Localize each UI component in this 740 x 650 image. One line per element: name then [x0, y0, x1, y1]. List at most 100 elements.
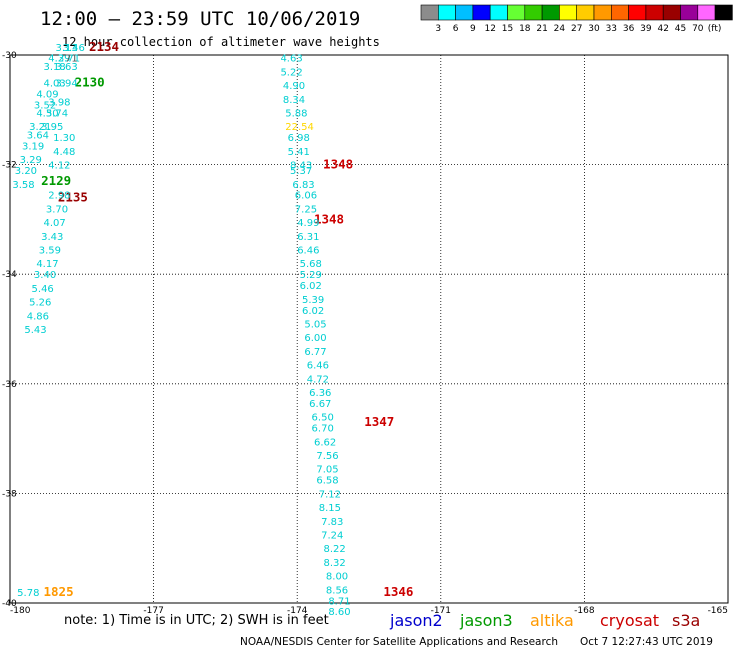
- wave-height-value: 4.86: [27, 311, 49, 322]
- colorbar-swatch: [455, 4, 474, 21]
- wave-height-value: 3.29: [20, 155, 42, 166]
- pass-time-label: 2134: [89, 39, 119, 54]
- colorbar-label: 36: [623, 24, 635, 34]
- wave-height-value: 4.63: [280, 54, 302, 65]
- wave-height-value: 8.60: [328, 607, 350, 618]
- wave-height-value: 5.22: [280, 67, 302, 78]
- wave-height-value: 3.94: [55, 78, 77, 89]
- longitude-tick-label: -171: [431, 606, 451, 616]
- wave-height-value: 7.24: [321, 531, 343, 542]
- wave-height-value: 4.09: [36, 89, 58, 100]
- wave-height-value: 5.88: [285, 109, 307, 120]
- wave-height-value: 5.41: [288, 147, 310, 158]
- colorbar-label: 30: [588, 24, 600, 34]
- pass-time-label: 1825: [44, 584, 74, 599]
- wave-height-value: 6.02: [300, 281, 322, 292]
- colorbar-legend: 3 6 9 12 15 18 21 24 27 30 33 36 39 42 45 70 (ft): [420, 4, 733, 34]
- wave-height-value: 3.70: [46, 204, 68, 215]
- pass-time-label: 2135: [58, 189, 88, 204]
- footer-timestamp: Oct 7 12:27:43 UTC 2019: [580, 636, 713, 648]
- longitude-tick-label: -165: [708, 606, 728, 616]
- pass-time-label: 2129: [41, 173, 71, 188]
- wave-height-value: 3.52: [34, 100, 56, 111]
- wave-height-value: 4.17: [36, 259, 58, 270]
- colorbar-label: 39: [640, 24, 652, 34]
- colorbar-swatch: [576, 4, 595, 21]
- wave-height-value: 6.50: [312, 413, 334, 424]
- colorbar-label: 24: [554, 24, 566, 34]
- colorbar-unit: (ft): [708, 24, 722, 34]
- legend-jason3: jason3: [459, 611, 513, 630]
- satellite-legend: jason2 jason3 altika cryosat s3a: [389, 611, 700, 630]
- wave-height-value: 3.98: [48, 98, 70, 109]
- longitude-axis: -180 -177 -174 -171 -168 -165: [10, 606, 728, 616]
- wave-height-value: 3.59: [39, 246, 61, 257]
- wave-height-value: 3.20: [15, 166, 37, 177]
- map-gridlines: [10, 55, 728, 603]
- wave-height-value: 3.64: [27, 130, 49, 141]
- wave-height-value: 3.46: [63, 43, 85, 54]
- wave-height-value: 8.34: [283, 95, 305, 106]
- wave-height-value: 4.03: [44, 78, 66, 89]
- latitude-tick-label: -30: [2, 51, 17, 61]
- wave-height-value: 4.12: [48, 161, 70, 172]
- wave-height-value: 6.98: [288, 133, 310, 144]
- wave-height-value: 3.63: [55, 62, 77, 73]
- wave-height-value: 5.39: [302, 295, 324, 306]
- colorbar-label: 3: [435, 24, 441, 34]
- colorbar-label: 45: [675, 24, 686, 34]
- plot-frame: [9, 54, 729, 604]
- wave-height-value: 6.67: [309, 399, 331, 410]
- wave-height-value: 5.37: [290, 166, 312, 177]
- colorbar-swatch: [559, 4, 578, 21]
- wave-height-value: 7.12: [319, 489, 341, 500]
- colorbar-label: 6: [453, 24, 459, 34]
- wave-height-value: 5.68: [300, 259, 322, 270]
- colorbar-label: 15: [502, 24, 513, 34]
- footer-note: note: 1) Time is in UTC; 2) SWH is in fe…: [64, 613, 329, 628]
- colorbar-swatch: [628, 4, 647, 21]
- legend-jason2: jason2: [389, 611, 443, 630]
- wave-height-value: 4.48: [53, 147, 75, 158]
- wave-height-value: 7.05: [316, 465, 338, 476]
- map-title: 12:00 — 23:59 UTC 10/06/2019: [40, 8, 360, 30]
- colorbar-label: 70: [692, 24, 704, 34]
- colorbar-label: 42: [657, 24, 668, 34]
- wave-height-value: 4.50: [36, 109, 58, 120]
- wave-height-value: 4.07: [44, 218, 66, 229]
- latitude-tick-label: -36: [2, 380, 17, 390]
- wave-height-value: 6.62: [314, 437, 336, 448]
- wave-height-value: 5.78: [17, 588, 39, 599]
- pass-time-label: 1347: [364, 414, 394, 429]
- wave-height-value: 8.15: [319, 503, 341, 514]
- wave-height-value: 6.36: [309, 388, 331, 399]
- wave-height-value: 3.74: [46, 109, 68, 120]
- wave-height-value: 7.56: [316, 451, 338, 462]
- wave-height-value: 3.40: [34, 270, 56, 281]
- longitude-tick-label: -174: [287, 606, 308, 616]
- wave-height-value: 5.29: [300, 270, 322, 281]
- footer-credit: NOAA/NESDIS Center for Satellite Applica…: [240, 636, 558, 648]
- colorbar-swatch: [680, 4, 699, 21]
- wave-height-value: 6.70: [312, 424, 334, 435]
- wave-height-value: 4.99: [297, 218, 319, 229]
- wave-height-value: 6.06: [295, 191, 317, 202]
- pass-time-label: 1346: [383, 584, 413, 599]
- wave-height-labels: 1348 1348 1347 1346 2134 2135 2130 2129 1825 3.13…: [12, 39, 413, 618]
- wave-height-value: 3.95: [41, 122, 63, 133]
- wave-height-value: 7.83: [321, 517, 343, 528]
- colorbar-swatch: [662, 4, 681, 21]
- wave-height-value: 3.58: [12, 180, 34, 191]
- latitude-tick-label: -38: [2, 489, 17, 499]
- colorbar-swatch: [507, 4, 526, 21]
- wave-height-value: 2.98: [48, 191, 70, 202]
- wave-height-value: 8.32: [324, 558, 346, 569]
- wave-height-value: 3.71: [58, 54, 80, 65]
- latitude-tick-label: -32: [2, 161, 17, 171]
- wave-height-value: 6.46: [307, 361, 329, 372]
- wave-height-value: 3.18: [44, 62, 66, 73]
- longitude-tick-label: -177: [143, 606, 163, 616]
- wave-height-value: 5.43: [24, 325, 46, 336]
- longitude-tick-label: -168: [574, 606, 595, 616]
- wave-height-value: 8.00: [326, 572, 348, 583]
